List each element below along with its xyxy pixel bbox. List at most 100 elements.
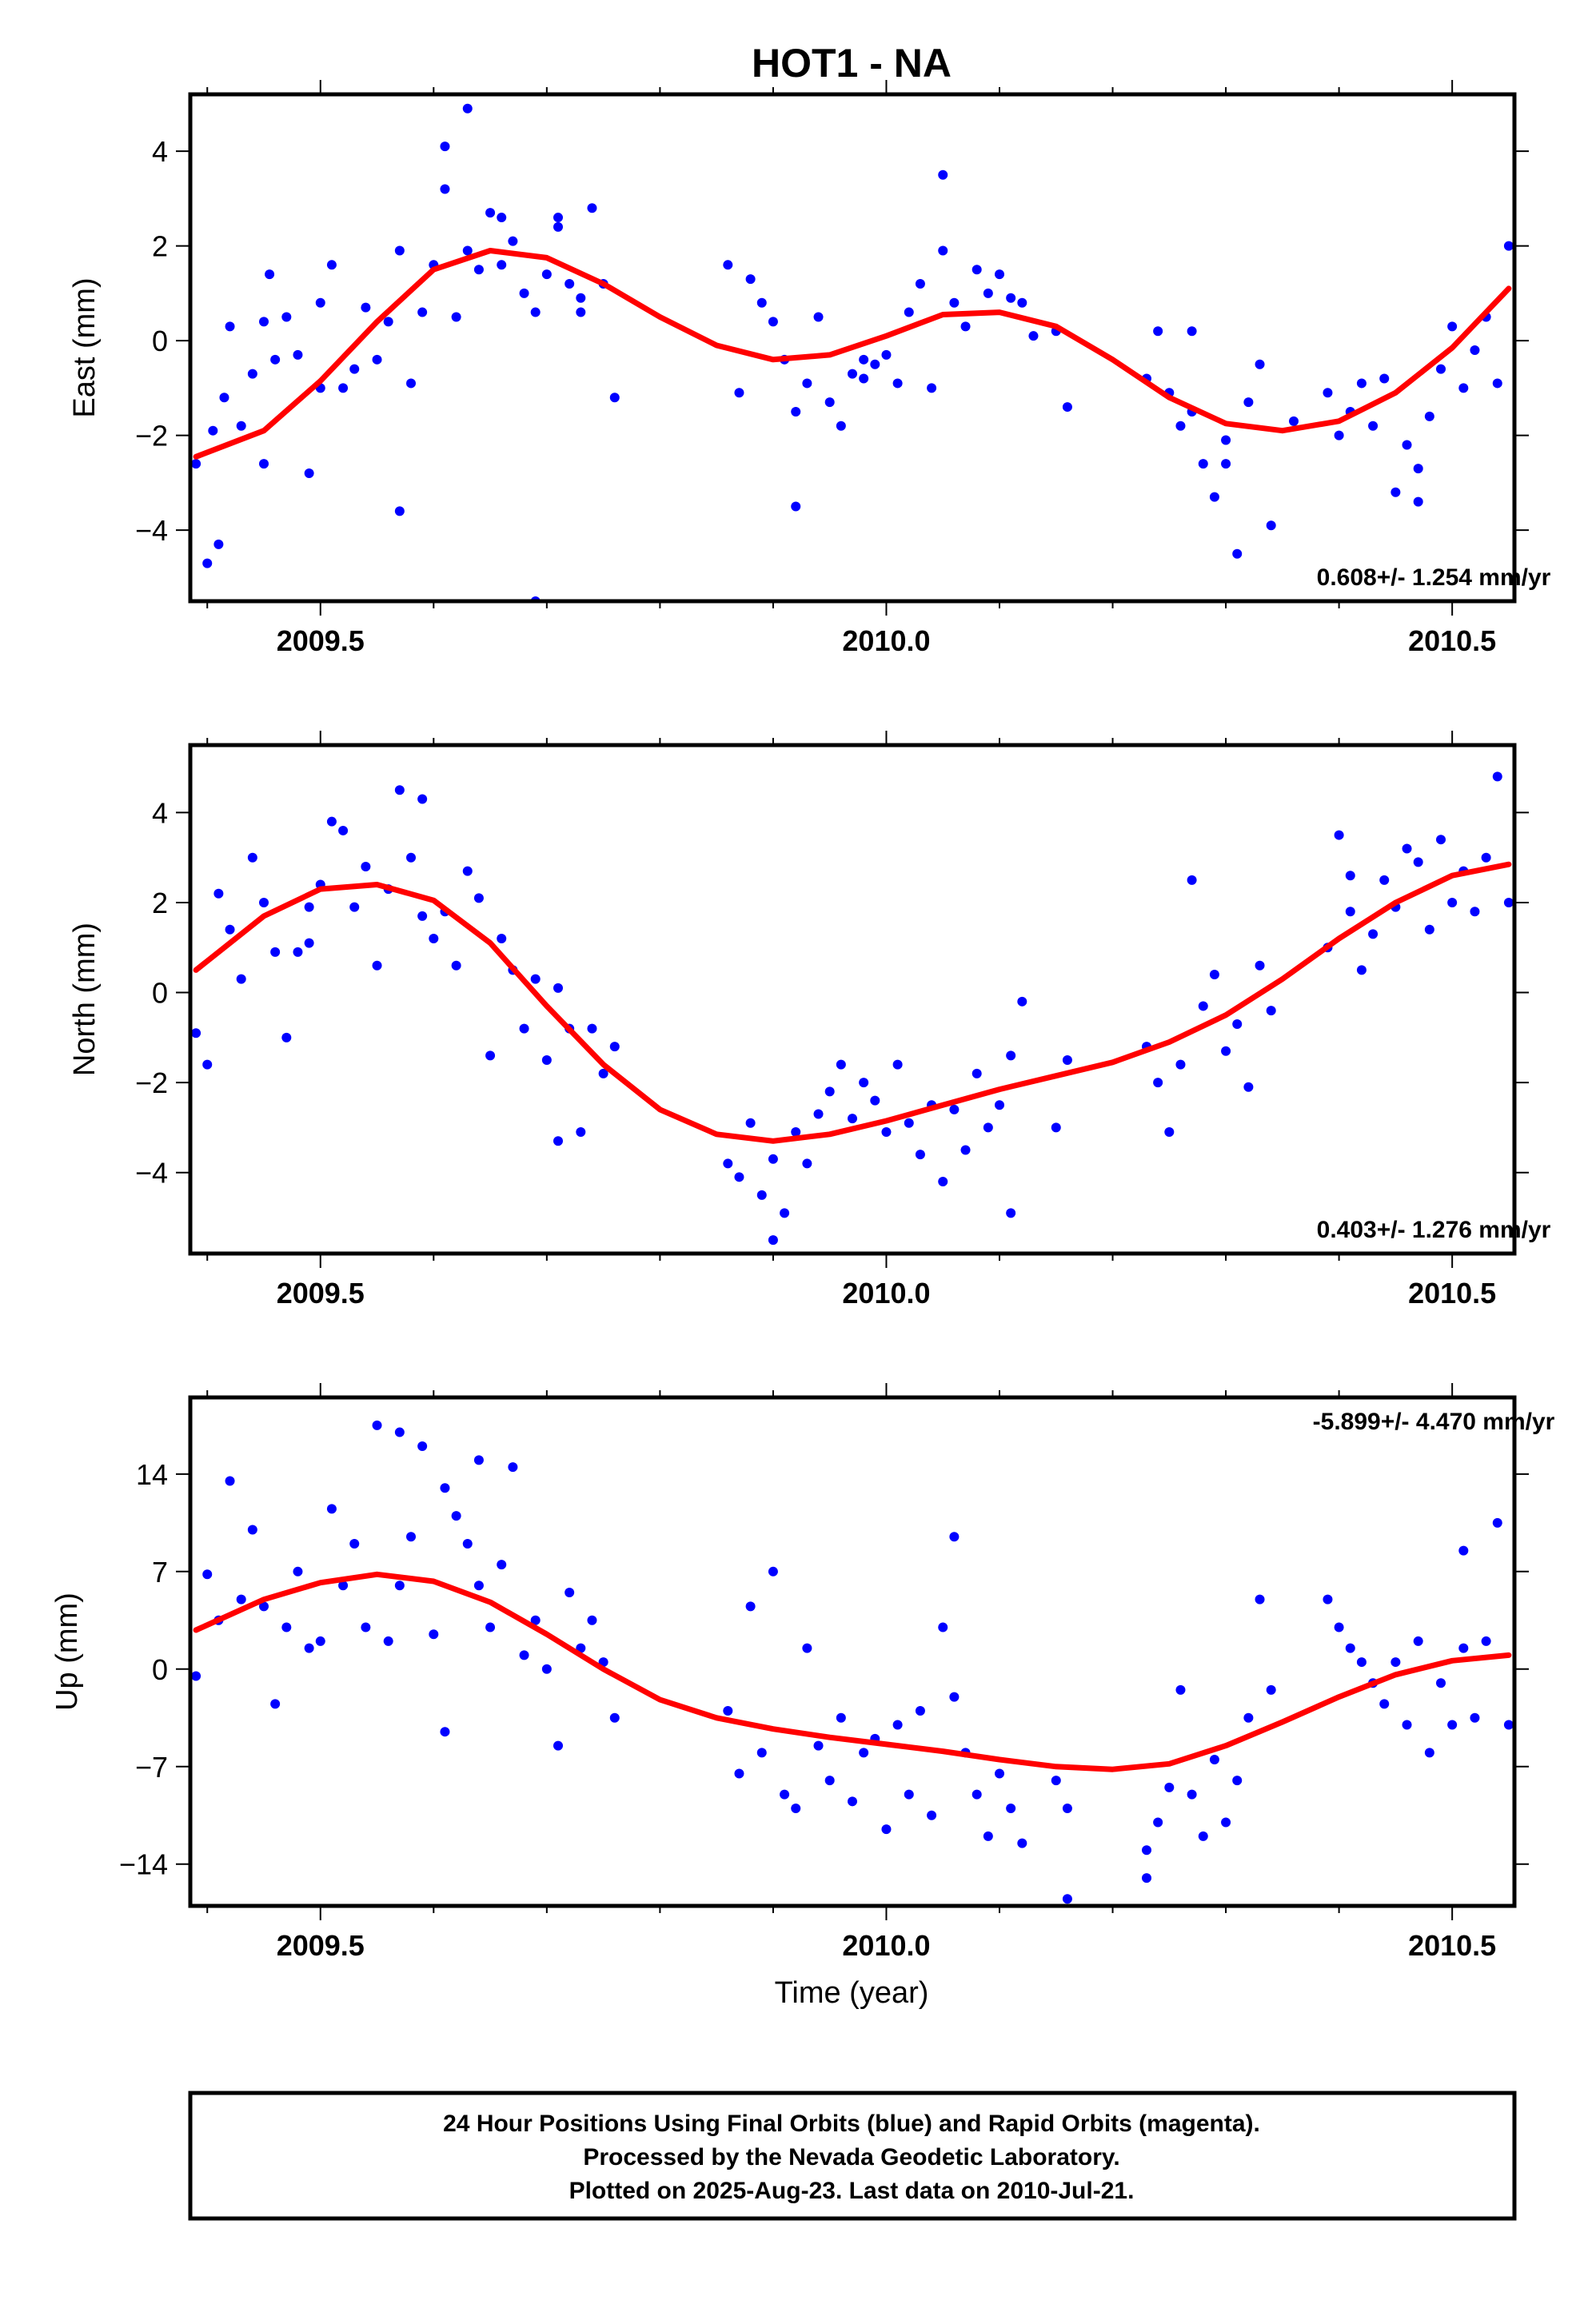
- east-y-axis-label: East (mm): [68, 277, 102, 417]
- up-data-point: [247, 1525, 257, 1535]
- up-data-point: [1209, 1755, 1219, 1765]
- up-data-point: [553, 1740, 563, 1751]
- up-data-point: [768, 1566, 778, 1577]
- east-data-point: [565, 279, 575, 289]
- east-data-point: [440, 142, 450, 152]
- east-xtick-label: 2010.0: [842, 624, 930, 657]
- east-data-point: [259, 459, 269, 469]
- north-data-point: [1345, 871, 1355, 881]
- up-data-point: [565, 1587, 575, 1597]
- up-data-point: [508, 1462, 518, 1473]
- north-data-point: [1175, 1059, 1186, 1070]
- north-data-point: [756, 1190, 767, 1200]
- north-data-point: [372, 960, 382, 971]
- east-data-point: [281, 312, 292, 322]
- north-data-point: [587, 1023, 597, 1034]
- north-data-point: [1356, 965, 1367, 975]
- up-data-point: [497, 1560, 507, 1570]
- north-data-point: [247, 852, 257, 863]
- east-data-point: [892, 378, 903, 389]
- east-data-point: [219, 393, 229, 403]
- up-data-point: [451, 1511, 461, 1521]
- up-data-point: [485, 1622, 496, 1632]
- north-data-point: [541, 1054, 552, 1065]
- north-data-point: [915, 1150, 925, 1160]
- east-data-point: [361, 302, 371, 313]
- north-data-point: [995, 1100, 1004, 1110]
- east-frame: [188, 92, 1517, 604]
- up-data-point: [938, 1622, 948, 1632]
- north-xtick-label: 2010.0: [842, 1277, 930, 1309]
- east-ytick-label: 2: [152, 230, 168, 263]
- up-data-point: [780, 1789, 790, 1800]
- up-panel: 2009.5 2010.0 2010.5 −14 −7 0 7 14 Up (mm) -5.899…: [50, 1383, 1555, 1962]
- up-data-point: [983, 1831, 993, 1841]
- north-data-point: [892, 1059, 903, 1070]
- up-data-point: [1062, 1894, 1072, 1904]
- north-data-point: [949, 1104, 960, 1114]
- north-data-point: [519, 1023, 529, 1034]
- up-data-point: [394, 1427, 405, 1437]
- north-data-point: [848, 1114, 857, 1124]
- up-data-point: [519, 1650, 529, 1660]
- north-data-point: [768, 1154, 778, 1164]
- east-data-point: [338, 383, 349, 393]
- east-data-point: [508, 236, 518, 246]
- north-data-point: [394, 785, 405, 795]
- up-data-point: [1164, 1782, 1175, 1792]
- north-data-point: [225, 924, 235, 935]
- footer-line-2: Processed by the Nevada Geodetic Laborat…: [583, 2144, 1119, 2171]
- up-data-point: [1413, 1636, 1423, 1646]
- north-data-point: [304, 938, 314, 948]
- east-data-point: [1153, 326, 1163, 337]
- east-data-point: [326, 260, 337, 270]
- north-data-point: [1232, 1018, 1243, 1029]
- east-data-point: [587, 203, 597, 213]
- east-ytick-label: −2: [135, 420, 168, 452]
- north-data-point: [1006, 1208, 1016, 1218]
- north-data-point: [293, 947, 303, 957]
- north-data-point: [768, 1235, 778, 1246]
- up-data-point: [859, 1748, 869, 1758]
- east-data-point: [791, 406, 801, 417]
- east-data-point: [745, 274, 756, 285]
- up-xtick-label: 2010.5: [1408, 1929, 1496, 1962]
- north-data-point: [462, 866, 473, 876]
- north-y-axis-label: North (mm): [68, 923, 102, 1076]
- east-data-point: [938, 245, 948, 256]
- east-data-point: [1175, 421, 1186, 431]
- up-data-point: [349, 1538, 360, 1549]
- north-data-point: [1481, 852, 1491, 863]
- up-data-point: [383, 1636, 393, 1646]
- north-data-point: [451, 960, 461, 971]
- east-data-point: [836, 421, 846, 431]
- north-data-point: [1368, 929, 1379, 939]
- east-data-point: [259, 317, 269, 327]
- footer-frame: [188, 2091, 1517, 2221]
- up-data-point: [745, 1601, 756, 1612]
- north-data-point: [824, 1086, 835, 1097]
- up-data-point: [1481, 1636, 1491, 1646]
- north-data-point: [1447, 897, 1458, 907]
- north-ytick-label: −4: [135, 1157, 168, 1190]
- east-data-point: [1390, 487, 1401, 497]
- north-data-point: [553, 983, 563, 993]
- east-data-point: [1470, 345, 1480, 355]
- east-data-point: [304, 468, 314, 479]
- north-data-point: [349, 902, 360, 912]
- north-data-point: [723, 1158, 733, 1169]
- east-data-point: [530, 307, 541, 317]
- north-rate-text: 0.403+/- 1.276 mm/yr: [1317, 1217, 1551, 1243]
- up-data-point: [949, 1692, 960, 1702]
- east-data-point: [1062, 402, 1072, 413]
- north-data-point: [497, 934, 507, 944]
- north-data-point: [791, 1127, 801, 1138]
- east-data-point: [949, 297, 960, 308]
- east-data-point: [485, 208, 496, 218]
- east-data-point: [553, 213, 563, 223]
- up-frame: [188, 1395, 1517, 1908]
- north-data-point: [960, 1145, 971, 1155]
- north-data-point: [1492, 771, 1502, 782]
- up-ytick-label: 0: [152, 1653, 168, 1686]
